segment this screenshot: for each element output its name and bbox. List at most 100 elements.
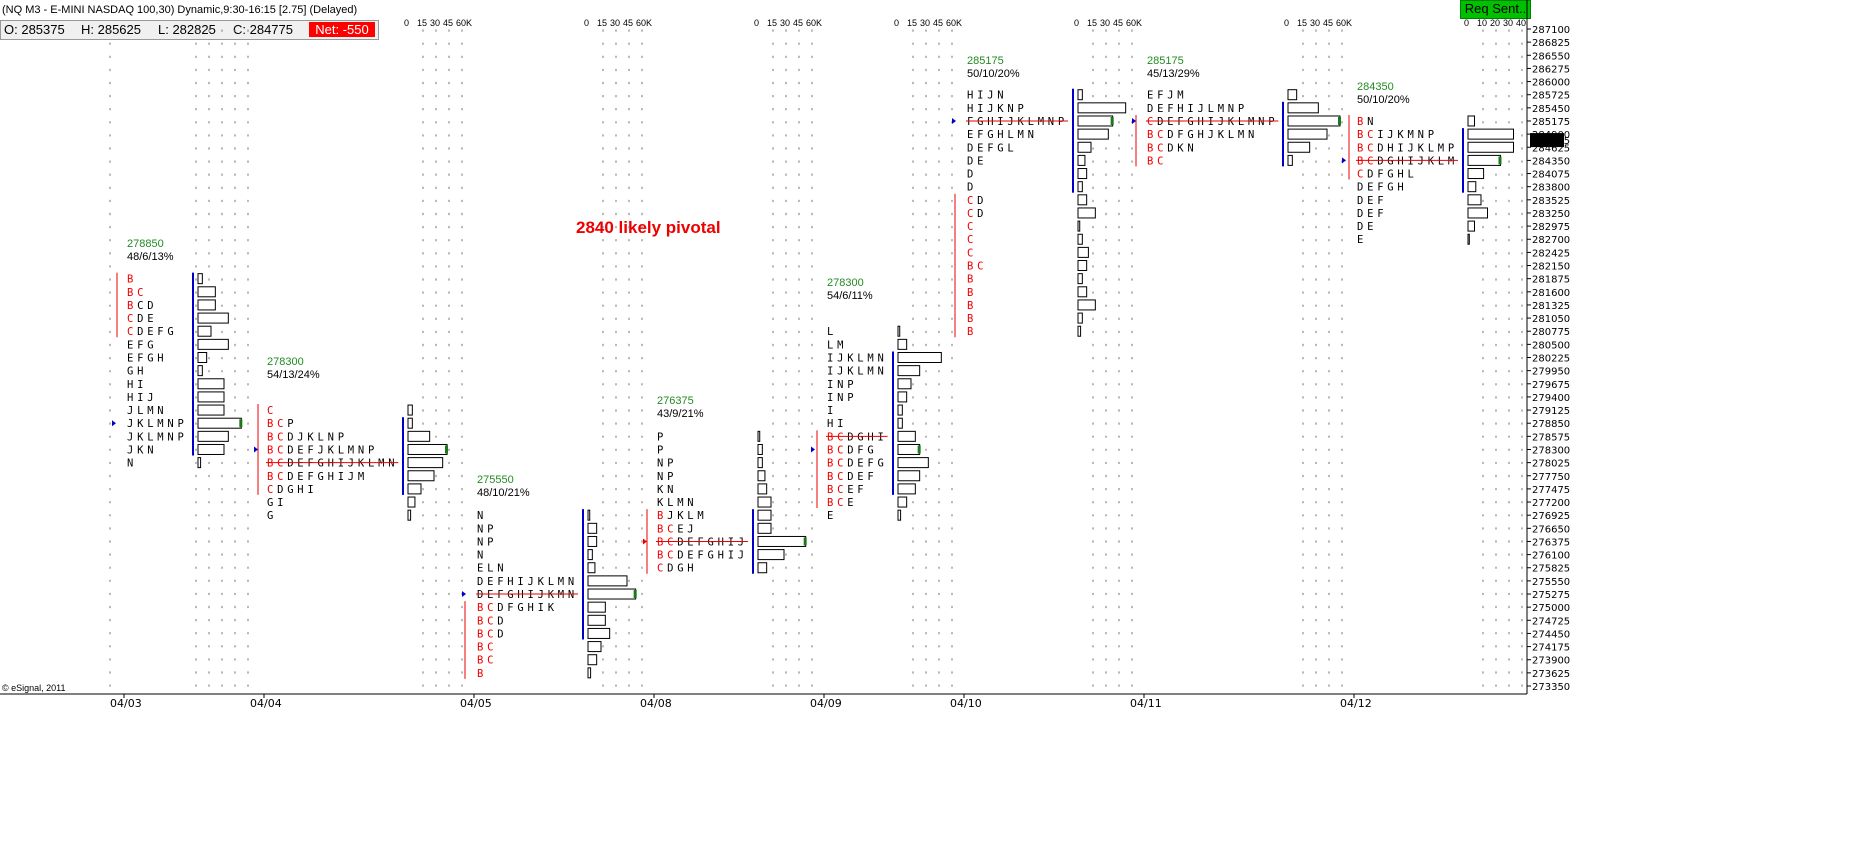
tpo-letter: K	[847, 366, 854, 378]
volume-bar	[757, 430, 761, 442]
tpo-letter: G	[507, 589, 513, 601]
tpo-letter: H	[1387, 142, 1393, 154]
tpo-row: C	[967, 234, 973, 246]
tpo-letter: G	[708, 536, 714, 548]
tpo-letter: B	[127, 287, 133, 299]
volume-bar	[587, 627, 611, 639]
tpo-letter: N	[167, 418, 173, 430]
tpo-letter: B	[967, 287, 973, 299]
session-stats: 54/13/24%	[267, 369, 320, 381]
tpo-letter: D	[847, 444, 853, 456]
tpo-letter: M	[1018, 129, 1024, 141]
tpo-letter: D	[977, 195, 983, 207]
volume-bar	[897, 378, 912, 390]
tpo-letter: N	[358, 444, 364, 456]
tpo-letter: B	[267, 418, 273, 430]
tpo-letter: N	[837, 392, 843, 404]
tpo-letter: B	[1357, 116, 1363, 128]
tpo-letter: E	[847, 497, 853, 509]
price-tick-label: 284075	[1532, 170, 1570, 181]
tpo-letter: G	[997, 142, 1003, 154]
volume-scale-header: 0 15 30 45 60K	[754, 18, 822, 28]
volume-bar	[587, 549, 593, 561]
tpo-letter: N	[997, 90, 1003, 102]
tpo-letter: H	[867, 431, 873, 443]
tpo-letter: C	[137, 300, 143, 312]
volume-bar	[407, 509, 412, 521]
tpo-letter: P	[178, 418, 184, 430]
tpo-letter: M	[558, 589, 564, 601]
tpo-letter: F	[697, 536, 703, 548]
volume-bar	[1077, 128, 1109, 140]
tpo-letter: C	[977, 261, 983, 273]
tpo-letter: J	[987, 90, 993, 102]
tpo-letter: N	[1187, 142, 1193, 154]
tpo-letter: I	[528, 589, 534, 601]
volume-bar	[197, 338, 229, 350]
price-tick-label: 276925	[1532, 511, 1570, 522]
volume-scale-label: 0	[1074, 18, 1079, 28]
tpo-letter: M	[1238, 129, 1244, 141]
tpo-row: B	[967, 300, 973, 312]
net-change-badge: Net: -550	[309, 22, 375, 37]
volume-bar	[1077, 312, 1083, 324]
volume-bar	[587, 522, 598, 534]
tpo-letter: G	[857, 431, 863, 443]
volume-poc-marker	[1338, 116, 1341, 125]
price-tick-label: 274175	[1532, 643, 1570, 654]
volume-bar	[897, 417, 903, 429]
tpo-letter: C	[487, 615, 493, 627]
tpo-letter: G	[147, 353, 153, 365]
tpo-letter: E	[487, 589, 493, 601]
tpo-letter: K	[1177, 142, 1184, 154]
tpo-letter: J	[667, 510, 673, 522]
tpo-letter: M	[867, 366, 873, 378]
tpo-letter: K	[137, 418, 144, 430]
tpo-letter: D	[477, 589, 483, 601]
tpo-letter: N	[328, 431, 334, 443]
tpo-letter: N	[167, 431, 173, 443]
tpo-letter: C	[1157, 155, 1163, 167]
tpo-letter: N	[568, 576, 574, 588]
tpo-letter: C	[487, 655, 493, 667]
volume-bar	[757, 549, 785, 561]
tpo-letter: M	[558, 576, 564, 588]
volume-scale-label: 45	[443, 18, 453, 28]
tpo-letter: G	[287, 484, 293, 496]
tpo-letter: H	[137, 366, 143, 378]
volume-bar	[407, 430, 431, 442]
request-status-button[interactable]: Req Sent..	[1460, 0, 1531, 19]
session-stats: 50/10/20%	[967, 68, 1020, 80]
volume-bar	[1287, 141, 1311, 153]
tpo-letter: M	[157, 431, 163, 443]
tpo-letter: C	[267, 405, 273, 417]
volume-bar	[897, 496, 908, 508]
volume-scale-label: 45	[933, 18, 943, 28]
tpo-letter: P	[178, 431, 184, 443]
volume-bar	[407, 404, 413, 416]
tpo-letter: H	[528, 602, 534, 614]
tpo-letter: F	[307, 444, 313, 456]
tpo-letter: E	[147, 326, 153, 338]
tpo-letter: I	[827, 379, 833, 391]
volume-bar	[757, 522, 772, 534]
tpo-row: B	[967, 274, 973, 286]
volume-poc-marker	[239, 419, 243, 428]
tpo-letter: D	[1357, 182, 1363, 194]
tpo-letter: N	[1007, 103, 1013, 115]
tpo-letter: K	[997, 103, 1004, 115]
tpo-letter: L	[147, 431, 153, 443]
